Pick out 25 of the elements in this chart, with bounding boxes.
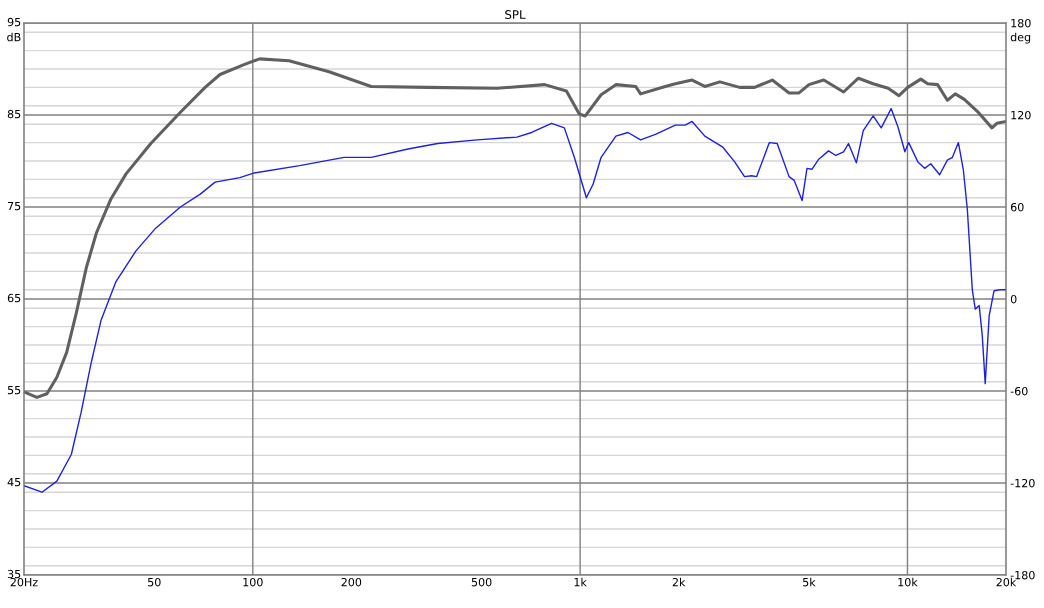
y2-tick-label: 180 <box>1011 18 1031 28</box>
y-tick-label: 85 <box>7 109 21 119</box>
chart-title: SPL <box>505 10 526 19</box>
y-tick-label: 55 <box>7 385 21 395</box>
y-tick-label: 65 <box>7 293 21 303</box>
y2-tick-label: -120 <box>1010 478 1035 488</box>
y-tick-label: 95 <box>7 17 21 27</box>
y-tick-label: 45 <box>7 477 21 487</box>
y-tick-label: 35 <box>7 569 21 579</box>
y2-tick-label: 0 <box>1010 294 1017 304</box>
x-tick-label: 5k <box>803 577 816 587</box>
x-tick-label: 200 <box>341 577 362 587</box>
y2-axis-title: deg <box>1010 32 1031 44</box>
y2-tick-label: -60 <box>1010 386 1028 396</box>
x-tick-label: 2k <box>672 577 686 587</box>
x-tick-label: 50 <box>148 577 161 587</box>
x-tick-label: 1k <box>574 577 587 587</box>
y-axis-title: dB <box>7 32 21 42</box>
y2-tick-label: 120 <box>1011 110 1031 120</box>
x-tick-label: 10k <box>898 577 918 587</box>
x-tick-label: 500 <box>471 577 492 587</box>
y-tick-label: 75 <box>7 201 21 211</box>
x-tick-label: 20Hz <box>10 577 38 587</box>
x-tick-label: 100 <box>243 577 263 587</box>
y2-tick-label: 60 <box>1010 202 1024 212</box>
